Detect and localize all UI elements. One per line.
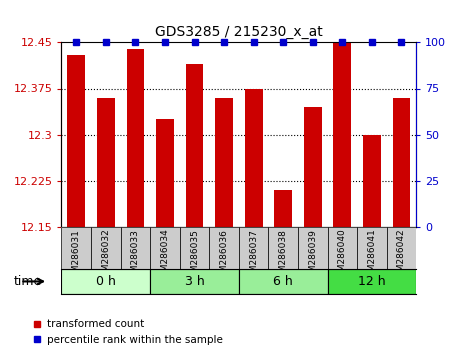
Legend: transformed count, percentile rank within the sample: transformed count, percentile rank withi… <box>29 315 227 349</box>
Bar <box>215 98 233 227</box>
Text: GSM286036: GSM286036 <box>219 229 228 284</box>
Bar <box>298 227 327 269</box>
Text: 3 h: 3 h <box>184 275 204 288</box>
Text: time: time <box>14 275 43 288</box>
Bar <box>357 227 387 269</box>
Bar <box>156 119 174 227</box>
Bar <box>209 227 239 269</box>
Text: GSM286038: GSM286038 <box>279 229 288 284</box>
Bar <box>97 98 114 227</box>
Bar <box>126 48 144 227</box>
Bar <box>67 55 85 227</box>
Bar <box>91 227 121 269</box>
Bar <box>393 98 410 227</box>
Bar <box>239 269 327 294</box>
Bar <box>150 269 239 294</box>
Bar <box>268 227 298 269</box>
Bar <box>274 190 292 227</box>
Bar <box>245 88 263 227</box>
Text: GSM286037: GSM286037 <box>249 229 258 284</box>
Text: GSM286033: GSM286033 <box>131 229 140 284</box>
Text: GSM286041: GSM286041 <box>368 229 377 284</box>
Bar <box>150 227 180 269</box>
Bar <box>327 269 416 294</box>
Text: GSM286035: GSM286035 <box>190 229 199 284</box>
Bar <box>239 227 269 269</box>
Bar <box>333 42 351 227</box>
Bar <box>61 269 150 294</box>
Text: GSM286039: GSM286039 <box>308 229 317 284</box>
Bar <box>304 107 322 227</box>
Title: GDS3285 / 215230_x_at: GDS3285 / 215230_x_at <box>155 25 323 39</box>
Text: 6 h: 6 h <box>273 275 293 288</box>
Text: 12 h: 12 h <box>358 275 385 288</box>
Bar <box>327 227 357 269</box>
Bar <box>61 227 91 269</box>
Bar <box>185 64 203 227</box>
Bar <box>387 227 416 269</box>
Text: GSM286034: GSM286034 <box>160 229 169 284</box>
Text: GSM286040: GSM286040 <box>338 229 347 284</box>
Bar <box>121 227 150 269</box>
Bar <box>363 135 381 227</box>
Bar <box>180 227 209 269</box>
Text: GSM286032: GSM286032 <box>101 229 110 284</box>
Text: GSM286031: GSM286031 <box>72 229 81 284</box>
Text: GSM286042: GSM286042 <box>397 229 406 283</box>
Text: 0 h: 0 h <box>96 275 116 288</box>
